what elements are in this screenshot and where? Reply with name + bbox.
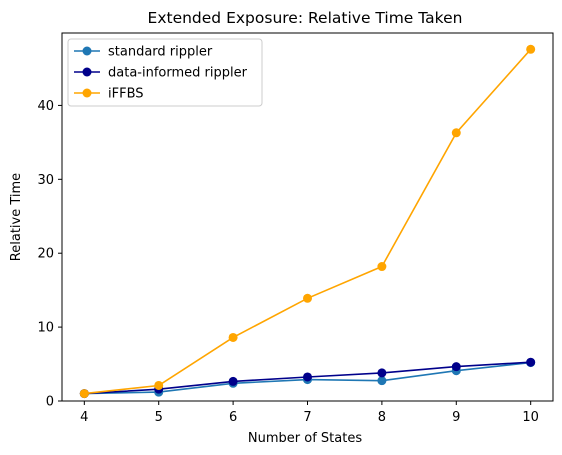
data-point bbox=[451, 362, 461, 372]
x-tick-label: 6 bbox=[229, 410, 237, 425]
y-axis-label: Relative Time bbox=[9, 173, 24, 261]
y-tick-label: 30 bbox=[37, 173, 54, 188]
legend-swatch-marker bbox=[82, 88, 92, 98]
y-tick-label: 20 bbox=[37, 247, 54, 262]
x-tick-label: 9 bbox=[452, 410, 460, 425]
x-tick-label: 7 bbox=[303, 410, 311, 425]
data-point bbox=[377, 262, 387, 272]
data-point bbox=[526, 357, 536, 367]
data-point bbox=[303, 372, 312, 382]
data-point bbox=[228, 332, 238, 342]
legend-label: iFFBS bbox=[108, 87, 144, 102]
x-tick-label: 10 bbox=[522, 410, 539, 425]
data-point bbox=[303, 293, 312, 303]
x-tick-label: 5 bbox=[155, 410, 163, 425]
ticks: 4 5 6 7 8 9 10 0 10 20 30 40 bbox=[37, 99, 539, 425]
data-point bbox=[79, 389, 89, 399]
x-tick-label: 4 bbox=[80, 410, 88, 425]
y-tick-label: 10 bbox=[37, 321, 54, 336]
data-point bbox=[526, 44, 536, 54]
y-tick-label: 0 bbox=[46, 395, 54, 410]
chart-title: Extended Exposure: Relative Time Taken bbox=[148, 9, 463, 27]
data-point bbox=[154, 380, 164, 390]
legend-label: data-informed rippler bbox=[108, 66, 248, 81]
x-tick-label: 8 bbox=[378, 410, 386, 425]
legend-swatch-marker bbox=[82, 46, 92, 56]
legend-box bbox=[67, 38, 263, 107]
legend: standard rippler data-informed rippler iFF… bbox=[67, 38, 263, 107]
data-point bbox=[377, 368, 387, 378]
data-point bbox=[451, 128, 461, 138]
plot-area bbox=[79, 44, 536, 399]
data-point bbox=[228, 376, 238, 386]
y-tick-label: 40 bbox=[37, 99, 54, 114]
legend-swatch-marker bbox=[82, 67, 92, 77]
data-point bbox=[377, 376, 387, 386]
legend-label: standard rippler bbox=[108, 45, 213, 60]
x-axis-label: Number of States bbox=[248, 431, 362, 446]
